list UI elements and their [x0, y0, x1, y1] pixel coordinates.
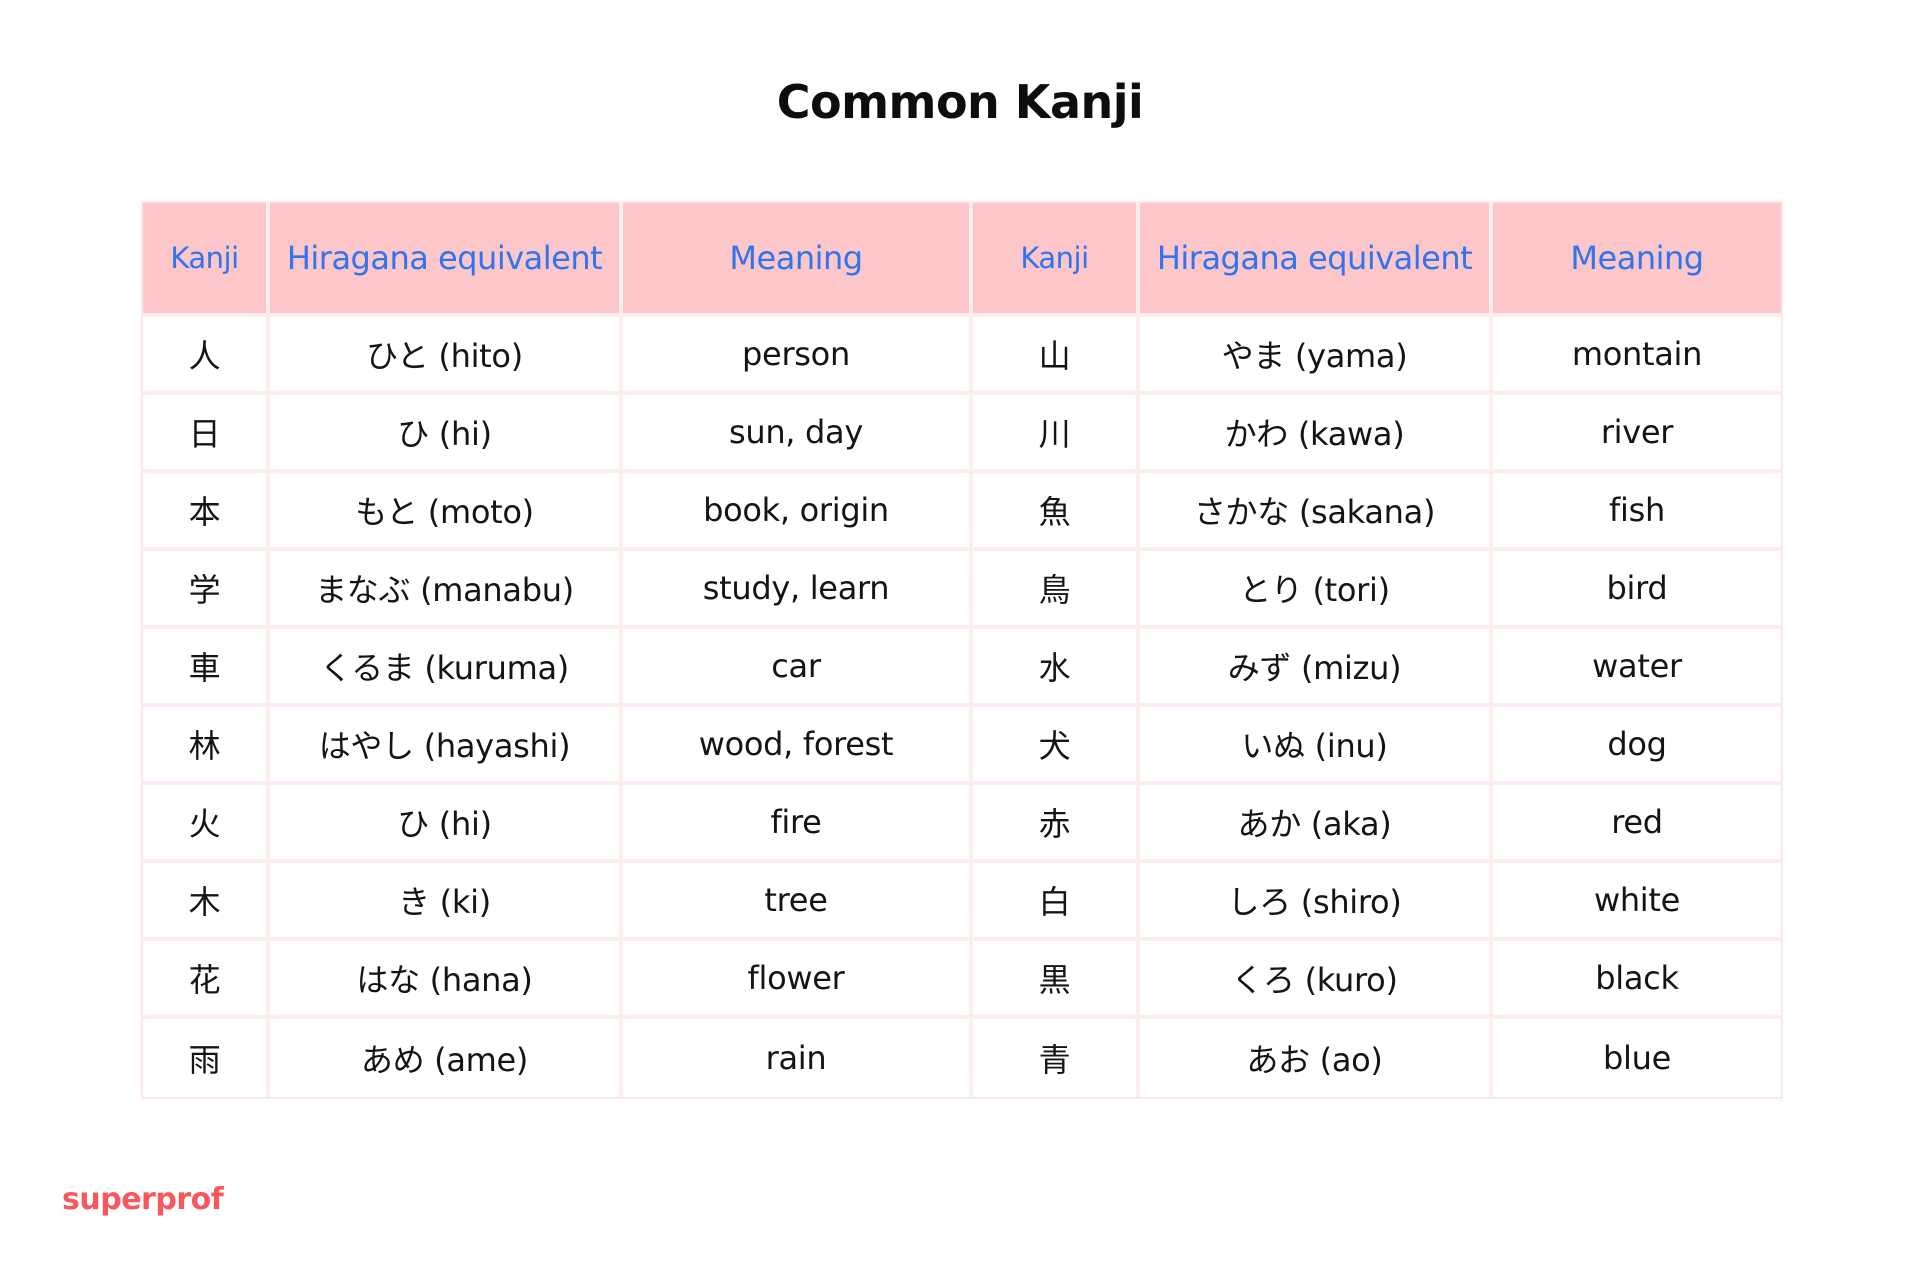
meaning-cell: fire — [623, 785, 973, 863]
hiragana-cell: くるま (kuruma) — [270, 629, 623, 707]
meaning-cell: black — [1493, 941, 1781, 1019]
meaning-cell: water — [1493, 629, 1781, 707]
table-row: 林はやし (hayashi) wood, forest 犬いぬ (inu) dog — [143, 707, 1781, 785]
hiragana-cell: もと (moto) — [270, 473, 623, 551]
hiragana-cell: まなぶ (manabu) — [270, 551, 623, 629]
table-header: Kanji Hiragana equivalent Meaning Kanji … — [143, 203, 1781, 317]
table-row: 火ひ (hi) fire 赤あか (aka) red — [143, 785, 1781, 863]
kanji-cell: 雨 — [143, 1019, 270, 1097]
kanji-cell: 花 — [143, 941, 270, 1019]
hiragana-cell: みず (mizu) — [1140, 629, 1493, 707]
kanji-cell: 学 — [143, 551, 270, 629]
kanji-cell: 車 — [143, 629, 270, 707]
table-body: 人ひと (hito) person 山やま (yama) montain 日ひ (hi)… — [143, 317, 1781, 1097]
meaning-cell: red — [1493, 785, 1781, 863]
hiragana-cell: やま (yama) — [1140, 317, 1493, 395]
kanji-cell: 鳥 — [973, 551, 1140, 629]
kanji-cell: 川 — [973, 395, 1140, 473]
meaning-cell: sun, day — [623, 395, 973, 473]
hiragana-cell: くろ (kuro) — [1140, 941, 1493, 1019]
hiragana-cell: あか (aka) — [1140, 785, 1493, 863]
meaning-cell: river — [1493, 395, 1781, 473]
superprof-logo: superprof — [62, 1182, 224, 1217]
meaning-cell: tree — [623, 863, 973, 941]
meaning-cell: dog — [1493, 707, 1781, 785]
page-title: Common Kanji — [776, 75, 1144, 129]
meaning-cell: wood, forest — [623, 707, 973, 785]
hiragana-cell: はな (hana) — [270, 941, 623, 1019]
kanji-cell: 黒 — [973, 941, 1140, 1019]
meaning-cell: white — [1493, 863, 1781, 941]
table-row: 日ひ (hi) sun, day 川かわ (kawa) river — [143, 395, 1781, 473]
hiragana-cell: き (ki) — [270, 863, 623, 941]
meaning-cell: fish — [1493, 473, 1781, 551]
meaning-cell: bird — [1493, 551, 1781, 629]
kanji-cell: 火 — [143, 785, 270, 863]
hiragana-cell: ひと (hito) — [270, 317, 623, 395]
hiragana-cell: とり (tori) — [1140, 551, 1493, 629]
table-row: 雨あめ (ame) rain 青あお (ao) blue — [143, 1019, 1781, 1097]
meaning-cell: car — [623, 629, 973, 707]
kanji-table-container: Kanji Hiragana equivalent Meaning Kanji … — [141, 201, 1783, 1099]
meaning-cell: flower — [623, 941, 973, 1019]
hiragana-cell: ひ (hi) — [270, 785, 623, 863]
column-header-meaning-2: Meaning — [1493, 203, 1781, 317]
hiragana-cell: はやし (hayashi) — [270, 707, 623, 785]
kanji-cell: 日 — [143, 395, 270, 473]
kanji-cell: 本 — [143, 473, 270, 551]
table-row: 人ひと (hito) person 山やま (yama) montain — [143, 317, 1781, 395]
column-header-kanji-2: Kanji — [973, 203, 1140, 317]
kanji-cell: 魚 — [973, 473, 1140, 551]
table-row: 学まなぶ (manabu) study, learn 鳥とり (tori) bird — [143, 551, 1781, 629]
hiragana-cell: さかな (sakana) — [1140, 473, 1493, 551]
header-row: Kanji Hiragana equivalent Meaning Kanji … — [143, 203, 1781, 317]
hiragana-cell: ひ (hi) — [270, 395, 623, 473]
hiragana-cell: かわ (kawa) — [1140, 395, 1493, 473]
kanji-cell: 赤 — [973, 785, 1140, 863]
kanji-cell: 白 — [973, 863, 1140, 941]
hiragana-cell: しろ (shiro) — [1140, 863, 1493, 941]
column-header-kanji: Kanji — [143, 203, 270, 317]
meaning-cell: study, learn — [623, 551, 973, 629]
kanji-cell: 人 — [143, 317, 270, 395]
table-row: 木き (ki) tree 白しろ (shiro) white — [143, 863, 1781, 941]
meaning-cell: book, origin — [623, 473, 973, 551]
table-row: 車くるま (kuruma) car 水みず (mizu) water — [143, 629, 1781, 707]
meaning-cell: montain — [1493, 317, 1781, 395]
hiragana-cell: いぬ (inu) — [1140, 707, 1493, 785]
kanji-table: Kanji Hiragana equivalent Meaning Kanji … — [141, 201, 1783, 1099]
kanji-cell: 山 — [973, 317, 1140, 395]
kanji-cell: 水 — [973, 629, 1140, 707]
meaning-cell: blue — [1603, 1039, 1671, 1077]
kanji-cell: 青 — [973, 1019, 1140, 1097]
meaning-cell: rain — [623, 1019, 973, 1097]
column-header-hiragana: Hiragana equivalent — [270, 203, 623, 317]
table-row: 花はな (hana) flower 黒くろ (kuro) black — [143, 941, 1781, 1019]
kanji-cell: 犬 — [973, 707, 1140, 785]
kanji-cell: 林 — [143, 707, 270, 785]
table-row: 本もと (moto) book, origin 魚さかな (sakana) fish — [143, 473, 1781, 551]
kanji-cell: 木 — [143, 863, 270, 941]
column-header-hiragana-2: Hiragana equivalent — [1140, 203, 1493, 317]
column-header-meaning: Meaning — [623, 203, 973, 317]
hiragana-cell: あお (ao) — [1140, 1019, 1493, 1097]
meaning-cell: person — [623, 317, 973, 395]
hiragana-cell: あめ (ame) — [270, 1019, 623, 1097]
